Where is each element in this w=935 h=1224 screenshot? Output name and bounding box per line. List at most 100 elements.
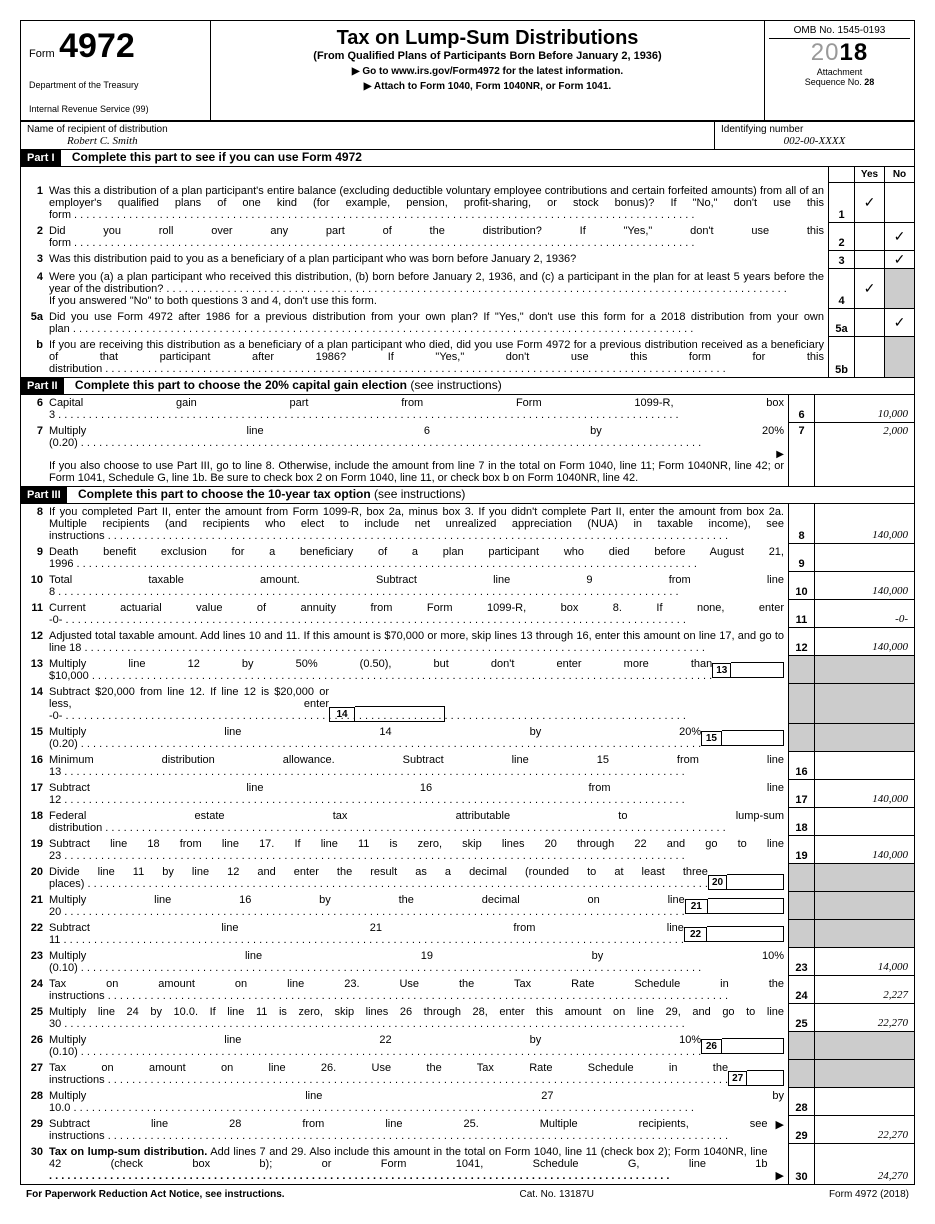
pra-notice: For Paperwork Reduction Act Notice, see … [26,1189,285,1200]
l24-amt[interactable]: 2,227 [814,976,914,1004]
header: Form 4972 Department of the Treasury Int… [21,21,914,122]
q3-no[interactable]: ✓ [884,251,914,269]
part3-title: Complete this part to choose the 10-year… [70,487,465,501]
dept-line1: Department of the Treasury [29,80,202,90]
l17-amt[interactable]: 140,000 [814,780,914,808]
l29-amt[interactable]: 22,270 [814,1116,914,1144]
l8-amt[interactable]: 140,000 [814,504,914,544]
l19-amt[interactable]: 140,000 [814,836,914,864]
line-9: 9Death benefit exclusion for a beneficia… [21,544,914,572]
l12-amt[interactable]: 140,000 [814,628,914,656]
q2-text: Did you roll over any part of the distri… [49,223,828,251]
line-4: 4 Were you (a) a plan participant who re… [21,269,914,309]
name-row: Name of recipient of distribution Robert… [21,122,914,150]
l9-amt[interactable] [814,544,914,572]
q1-text: Was this a distribution of a plan partic… [49,183,828,223]
goto-info: Go to www.irs.gov/Form4972 for the lates… [217,66,758,77]
sequence-label: Sequence No. 28 [769,77,910,87]
line-25: 25Multiply line 24 by 10.0. If line 11 i… [21,1004,914,1032]
id-label: Identifying number [721,124,908,135]
q5a-yes[interactable] [854,309,884,337]
footer: For Paperwork Reduction Act Notice, see … [20,1185,915,1204]
form-4972: Form 4972 Department of the Treasury Int… [20,20,915,1185]
form-word: Form [29,48,55,60]
line-1: 1 Was this a distribution of a plan part… [21,183,914,223]
dept-line2: Internal Revenue Service (99) [29,104,202,114]
no-col: No [884,167,914,183]
attachment-label: Attachment [769,67,910,77]
l23-amt[interactable]: 14,000 [814,948,914,976]
header-center: Tax on Lump-Sum Distributions (From Qual… [211,21,764,120]
line-19: 19Subtract line 18 from line 17. If line… [21,836,914,864]
q4-text: Were you (a) a plan participant who rece… [49,269,828,309]
q2-no[interactable]: ✓ [884,223,914,251]
line-26: 26Multiply line 22 by 10% (0.10)26 [21,1032,914,1060]
q3-text: Was this distribution paid to you as a b… [49,251,828,269]
line-10: 10Total taxable amount. Subtract line 9 … [21,572,914,600]
cat-no: Cat. No. 13187U [520,1189,595,1200]
form-ref: Form 4972 (2018) [829,1189,909,1200]
line-8: 8If you completed Part II, enter the amo… [21,504,914,544]
id-box: Identifying number 002-00-XXXX [714,122,914,149]
yes-col: Yes [854,167,884,183]
yes-no-header: Yes No [21,167,914,183]
line-6: 6 Capital gain part from Form 1099-R, bo… [21,395,914,423]
line-12: 12Adjusted total taxable amount. Add lin… [21,628,914,656]
q3-yes[interactable] [854,251,884,269]
l30-amt[interactable]: 24,270 [814,1144,914,1184]
line-14: 14Subtract $20,000 from line 12. If line… [21,684,914,724]
line6-amount[interactable]: 10,000 [814,395,914,423]
line-17: 17Subtract line 16 from line 1217140,000 [21,780,914,808]
header-left: Form 4972 Department of the Treasury Int… [21,21,211,120]
q1-yes[interactable]: ✓ [854,183,884,223]
q4-no[interactable] [884,269,914,309]
line-13: 13Multiply line 12 by 50% (0.50), but do… [21,656,914,684]
form-title: Tax on Lump-Sum Distributions [217,27,758,50]
l11-amt[interactable]: -0- [814,600,914,628]
l18-amt[interactable] [814,808,914,836]
part2-header: Part II Complete this part to choose the… [21,378,914,395]
l25-amt[interactable]: 22,270 [814,1004,914,1032]
l16-amt[interactable] [814,752,914,780]
line-22: 22Subtract line 21 from line 1122 [21,920,914,948]
line-7: 7 Multiply line 6 by 20% (0.20)▶If you a… [21,423,914,487]
line-3: 3 Was this distribution paid to you as a… [21,251,914,269]
part3-header: Part III Complete this part to choose th… [21,487,914,504]
recipient-name[interactable]: Robert C. Smith [27,135,708,147]
line-5b: b If you are receiving this distribution… [21,337,914,378]
line-20: 20Divide line 11 by line 12 and enter th… [21,864,914,892]
line-2: 2 Did you roll over any part of the dist… [21,223,914,251]
part3-badge: Part III [21,487,67,503]
l10-amt[interactable]: 140,000 [814,572,914,600]
line-24: 24Tax on amount on line 23. Use the Tax … [21,976,914,1004]
q5b-yes[interactable] [854,337,884,377]
line-16: 16Minimum distribution allowance. Subtra… [21,752,914,780]
line-18: 18Federal estate tax attributable to lum… [21,808,914,836]
q2-yes[interactable] [854,223,884,251]
line-5a: 5a Did you use Form 4972 after 1986 for … [21,309,914,337]
form-number: 4972 [59,27,135,65]
id-value[interactable]: 002-00-XXXX [721,135,908,147]
tax-year: 2018 [769,39,910,67]
line7-amount[interactable]: 2,000 [814,423,914,486]
q5b-no[interactable] [884,337,914,377]
omb-number: OMB No. 1545-0193 [769,25,910,39]
part1-badge: Part I [21,150,61,166]
line-28: 28Multiply line 27 by 10.028 [21,1088,914,1116]
line-29: 29Subtract line 28 from line 25. Multipl… [21,1116,914,1144]
header-right: OMB No. 1545-0193 2018 Attachment Sequen… [764,21,914,120]
l28-amt[interactable] [814,1088,914,1116]
q1-no[interactable] [884,183,914,223]
form-subtitle: (From Qualified Plans of Participants Bo… [217,50,758,62]
line-27: 27Tax on amount on line 26. Use the Tax … [21,1060,914,1088]
part1-title: Complete this part to see if you can use… [64,150,362,164]
q4-yes[interactable]: ✓ [854,269,884,309]
part1-header: Part I Complete this part to see if you … [21,150,914,167]
line-15: 15Multiply line 14 by 20% (0.20)15 [21,724,914,752]
name-label: Name of recipient of distribution [27,124,708,135]
line-30: 30Tax on lump-sum distribution. Add line… [21,1144,914,1184]
line-21: 21Multiply line 16 by the decimal on lin… [21,892,914,920]
line-11: 11Current actuarial value of annuity fro… [21,600,914,628]
part2-title: Complete this part to choose the 20% cap… [67,378,502,392]
q5a-no[interactable]: ✓ [884,309,914,337]
